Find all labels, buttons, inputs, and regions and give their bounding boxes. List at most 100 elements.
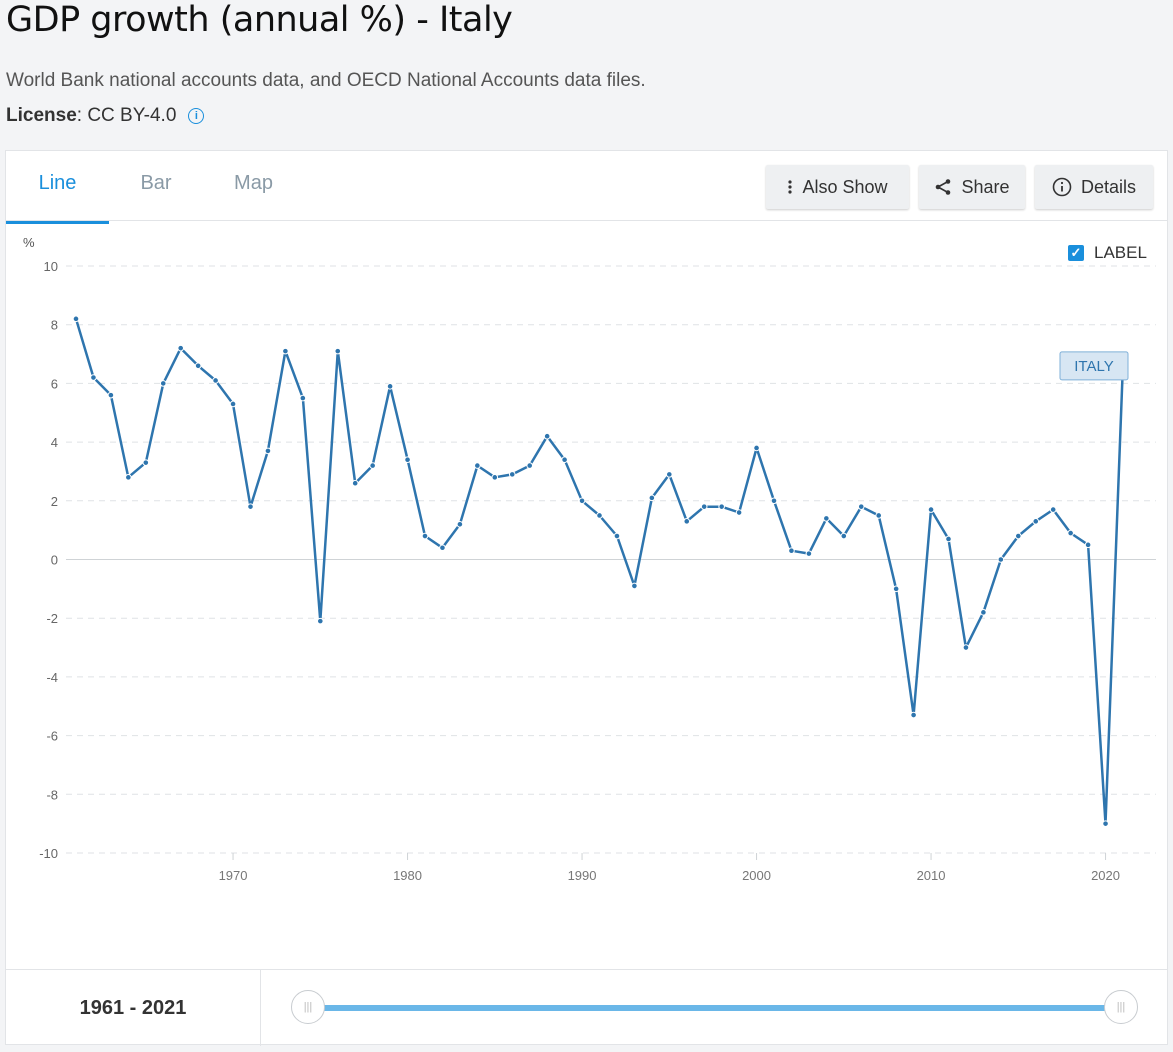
license-value: : CC BY-4.0 bbox=[76, 105, 177, 126]
data-point bbox=[229, 400, 237, 408]
data-point bbox=[596, 512, 603, 519]
share-label: Share bbox=[961, 176, 1010, 197]
data-point bbox=[317, 617, 324, 625]
x-tick-label: 2010 bbox=[917, 868, 946, 883]
y-tick-label: -8 bbox=[46, 787, 58, 802]
details-button[interactable]: Details bbox=[1035, 165, 1153, 209]
info-icon[interactable]: i bbox=[188, 108, 205, 124]
data-point bbox=[90, 374, 97, 381]
y-tick-label: 10 bbox=[44, 259, 58, 274]
data-point bbox=[212, 377, 219, 384]
y-axis-unit: % bbox=[23, 235, 35, 250]
year-range-footer: 1961 - 2021 ||| ||| bbox=[6, 969, 1167, 1046]
data-point bbox=[613, 532, 621, 540]
data-point bbox=[526, 462, 534, 469]
data-point bbox=[910, 711, 917, 719]
data-point bbox=[543, 432, 551, 440]
data-point bbox=[735, 509, 743, 516]
data-point bbox=[72, 315, 80, 323]
share-icon bbox=[934, 178, 952, 196]
line-chart: % 10 8 6 4 2 0 -2 -4 -6 -8 -10 1970 1980 1990 2000 2010 2… bbox=[23, 235, 1156, 883]
also-show-button[interactable]: Also Show bbox=[766, 165, 909, 209]
data-point bbox=[1102, 820, 1109, 827]
data-point bbox=[334, 347, 342, 355]
data-point bbox=[177, 344, 184, 352]
label-toggle-text: LABEL bbox=[1094, 243, 1147, 262]
x-tick-label: 2020 bbox=[1091, 868, 1120, 883]
y-tick-label: 6 bbox=[51, 376, 58, 391]
data-point bbox=[1084, 541, 1092, 549]
data-point bbox=[369, 462, 376, 469]
info-icon bbox=[1052, 177, 1072, 197]
also-show-label: Also Show bbox=[802, 176, 888, 197]
label-toggle[interactable]: ✓ LABEL bbox=[1068, 243, 1147, 263]
data-point bbox=[421, 532, 429, 540]
tab-bar[interactable]: Bar bbox=[140, 172, 172, 194]
tab-map[interactable]: Map bbox=[234, 172, 273, 194]
data-point bbox=[980, 609, 987, 616]
year-range-slider[interactable] bbox=[308, 1005, 1120, 1011]
data-point bbox=[474, 462, 481, 469]
x-tick-label: 1990 bbox=[568, 868, 597, 883]
data-point bbox=[753, 444, 760, 452]
data-point bbox=[508, 471, 516, 478]
data-point bbox=[892, 585, 900, 593]
x-tick-label: 1970 bbox=[219, 868, 248, 883]
data-point bbox=[648, 494, 656, 502]
data-point bbox=[927, 506, 935, 513]
y-tick-label: -2 bbox=[46, 611, 58, 626]
data-point bbox=[997, 556, 1005, 563]
source-note: World Bank national accounts data, and O… bbox=[6, 70, 646, 91]
x-tick-label: 1980 bbox=[393, 868, 422, 883]
data-point bbox=[351, 479, 359, 487]
data-point bbox=[805, 550, 813, 557]
data-point bbox=[125, 474, 132, 481]
y-tick-label: -10 bbox=[39, 846, 58, 861]
data-point bbox=[840, 532, 848, 540]
data-point bbox=[1015, 532, 1022, 540]
data-point bbox=[107, 391, 115, 399]
data-point bbox=[386, 383, 394, 390]
year-range-text: 1961 - 2021 bbox=[6, 970, 261, 1046]
x-tick-label: 2000 bbox=[742, 868, 771, 883]
share-button[interactable]: Share bbox=[919, 165, 1025, 209]
data-point bbox=[945, 535, 952, 543]
data-point bbox=[142, 459, 150, 466]
data-point bbox=[666, 471, 673, 478]
data-point bbox=[1032, 518, 1040, 525]
chart-card: Line Bar Map Also Show Share Details % 10… bbox=[5, 150, 1168, 1046]
data-point bbox=[194, 362, 202, 370]
data-point bbox=[264, 447, 272, 455]
slider-handle-end[interactable]: ||| bbox=[1104, 990, 1138, 1024]
data-point bbox=[491, 474, 499, 481]
data-point bbox=[1049, 506, 1057, 513]
slider-handle-start[interactable]: ||| bbox=[291, 990, 325, 1024]
y-tick-label: -4 bbox=[46, 670, 58, 685]
details-label: Details bbox=[1080, 176, 1137, 197]
y-tick-label: 4 bbox=[51, 435, 58, 450]
y-tick-label: 8 bbox=[51, 318, 58, 333]
data-point bbox=[439, 544, 446, 552]
data-point bbox=[962, 644, 970, 651]
y-tick-label: -6 bbox=[46, 729, 58, 744]
series-line bbox=[74, 318, 1125, 825]
data-point bbox=[770, 497, 778, 505]
data-point bbox=[823, 515, 830, 522]
data-point bbox=[857, 503, 865, 510]
checkmark-icon[interactable]: ✓ bbox=[1068, 245, 1084, 261]
data-point bbox=[159, 380, 167, 387]
data-point bbox=[299, 394, 307, 402]
tab-line[interactable]: Line bbox=[6, 151, 109, 224]
license-line: License : CC BY-4.0 i bbox=[6, 105, 205, 127]
vertical-dots-icon bbox=[787, 179, 793, 195]
series-label-box bbox=[1059, 351, 1129, 381]
data-point bbox=[1067, 529, 1074, 537]
data-point bbox=[578, 497, 586, 505]
data-point bbox=[788, 547, 795, 554]
data-point bbox=[456, 520, 464, 528]
data-point bbox=[718, 503, 725, 510]
series-label: ITALY bbox=[1074, 358, 1113, 375]
y-tick-label: 0 bbox=[51, 553, 58, 568]
data-point bbox=[282, 347, 289, 355]
license-label: License bbox=[6, 105, 77, 126]
